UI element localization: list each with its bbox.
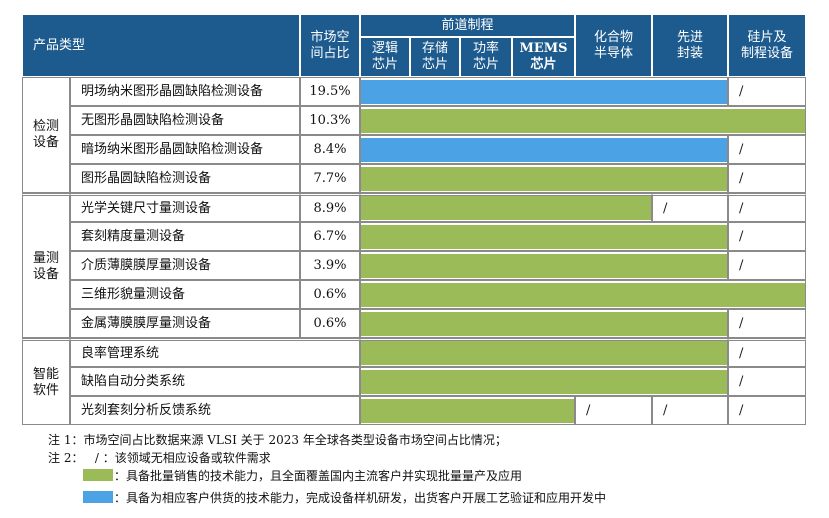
capability-bar xyxy=(361,109,805,133)
na-cell: / xyxy=(575,396,652,425)
na-cell: / xyxy=(728,396,806,425)
na-cell: / xyxy=(728,193,806,222)
share-cell: 6.7% xyxy=(300,222,360,251)
na-cell: / xyxy=(728,367,806,396)
share-cell: 10.3% xyxy=(300,106,360,135)
na-cell: / xyxy=(728,309,806,338)
capability-bar xyxy=(361,138,727,162)
share-cell: 8.4% xyxy=(300,135,360,164)
capability-bar xyxy=(361,80,727,104)
header-cell: 功率 芯片 xyxy=(460,37,512,77)
item-cell: 良率管理系统 xyxy=(70,338,360,367)
share-cell: 0.6% xyxy=(300,280,360,309)
group-label: 检测 设备 xyxy=(22,77,70,193)
note: 注 2： / ：该领域无相应设备或软件需求 xyxy=(48,451,271,465)
capability-bar xyxy=(361,196,651,220)
share-cell: 3.9% xyxy=(300,251,360,280)
item-cell: 图形晶圆缺陷检测设备 xyxy=(70,164,300,193)
na-cell: / xyxy=(728,135,806,164)
capability-bar xyxy=(361,399,574,423)
capability-bar xyxy=(361,370,727,394)
item-cell: 光刻套刻分析反馈系统 xyxy=(70,396,360,425)
note: 注 1：市场空间占比数据来源 VLSI 关于 2023 年全球各类型设备市场空间… xyxy=(48,433,507,447)
header-cell: 先进 封装 xyxy=(652,14,728,77)
header-cell: 逻辑 芯片 xyxy=(360,37,410,77)
item-cell: 光学关键尺寸量测设备 xyxy=(70,193,300,222)
na-cell: / xyxy=(728,164,806,193)
legend-swatch xyxy=(83,491,113,503)
capability-bar xyxy=(361,312,727,336)
item-cell: 介质薄膜膜厚量测设备 xyxy=(70,251,300,280)
item-cell: 缺陷自动分类系统 xyxy=(70,367,360,396)
header-cell: 前道制程 xyxy=(360,14,575,37)
item-cell: 三维形貌量测设备 xyxy=(70,280,300,309)
share-cell: 0.6% xyxy=(300,309,360,338)
group-label: 智能 软件 xyxy=(22,338,70,425)
item-cell: 明场纳米图形晶圆缺陷检测设备 xyxy=(70,77,300,106)
item-cell: 暗场纳米图形晶圆缺陷检测设备 xyxy=(70,135,300,164)
capability-bar xyxy=(361,254,727,278)
share-cell: 7.7% xyxy=(300,164,360,193)
na-cell: / xyxy=(728,222,806,251)
header-cell: 存储 芯片 xyxy=(410,37,460,77)
legend-swatch xyxy=(83,469,113,481)
na-cell: / xyxy=(652,193,728,222)
legend-text: ：具备批量销售的技术能力，且全面覆盖国内主流客户并实现批量量产及应用 xyxy=(114,469,523,483)
capability-bar xyxy=(361,283,805,307)
header-cell: MEMS 芯片 xyxy=(512,37,575,77)
legend-text: ：具备为相应客户供货的技术能力，完成设备样机研发，出货客户开展工艺验证和应用开发… xyxy=(114,491,607,505)
header-cell: 市场空 间占比 xyxy=(300,14,360,77)
share-cell: 19.5% xyxy=(300,77,360,106)
capability-bar xyxy=(361,167,727,191)
na-cell: / xyxy=(652,396,728,425)
share-cell: 8.9% xyxy=(300,193,360,222)
header-cell: 化合物 半导体 xyxy=(575,14,652,77)
na-cell: / xyxy=(728,251,806,280)
item-cell: 无图形晶圆缺陷检测设备 xyxy=(70,106,300,135)
header-cell: 硅片及 制程设备 xyxy=(728,14,806,77)
item-cell: 金属薄膜膜厚量测设备 xyxy=(70,309,300,338)
capability-bar xyxy=(361,225,727,249)
na-cell: / xyxy=(728,338,806,367)
group-label: 量测 设备 xyxy=(22,193,70,338)
header-cell: 产品类型 xyxy=(22,14,300,77)
capability-bar xyxy=(361,341,727,365)
item-cell: 套刻精度量测设备 xyxy=(70,222,300,251)
na-cell: / xyxy=(728,77,806,106)
